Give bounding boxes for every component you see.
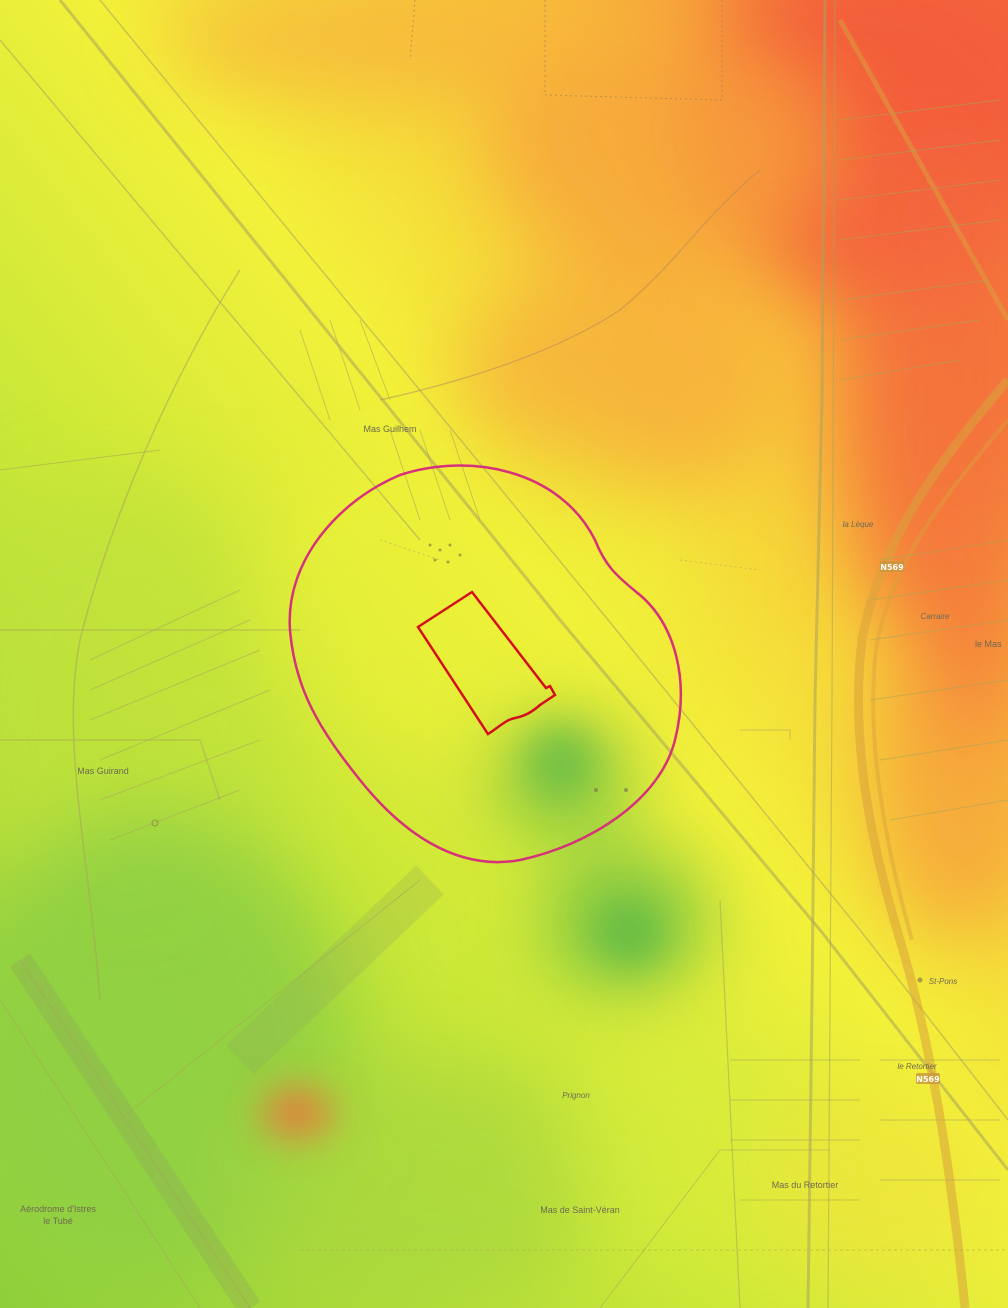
road-shield-n569: N569 bbox=[880, 561, 904, 572]
label-aerodrome-line1: Aérodrome d'Istres bbox=[20, 1204, 96, 1214]
label-le-mas: le Mas bbox=[975, 639, 1002, 649]
label-le-retortier: le Retortier bbox=[897, 1062, 936, 1071]
label-la-leque: la Lèque bbox=[843, 520, 874, 529]
label-mas-guirand: Mas Guirand bbox=[77, 766, 129, 776]
label-prignon: Prignon bbox=[562, 1091, 590, 1100]
buffer-zone-outline[interactable] bbox=[288, 464, 682, 864]
site-parcel-outline[interactable] bbox=[416, 590, 557, 736]
place-labels: Mas Guilhem Mas Guirand la Lèque Carrair… bbox=[20, 424, 1002, 1226]
label-mas-du-retortier: Mas du Retortier bbox=[772, 1180, 839, 1190]
label-mas-guilhem: Mas Guilhem bbox=[363, 424, 416, 434]
basemap-points bbox=[151, 543, 923, 983]
road-shield-n569-south: N569 bbox=[916, 1073, 940, 1084]
label-mas-saint-veran: Mas de Saint-Véran bbox=[540, 1205, 620, 1215]
road-shield-n569-south-label: N569 bbox=[916, 1075, 940, 1084]
label-aerodrome-line2: le Tubé bbox=[43, 1216, 73, 1226]
label-st-pons: St-Pons bbox=[929, 977, 957, 986]
road-shield-n569-label: N569 bbox=[880, 563, 904, 572]
label-carraire: Carraire bbox=[921, 612, 950, 621]
